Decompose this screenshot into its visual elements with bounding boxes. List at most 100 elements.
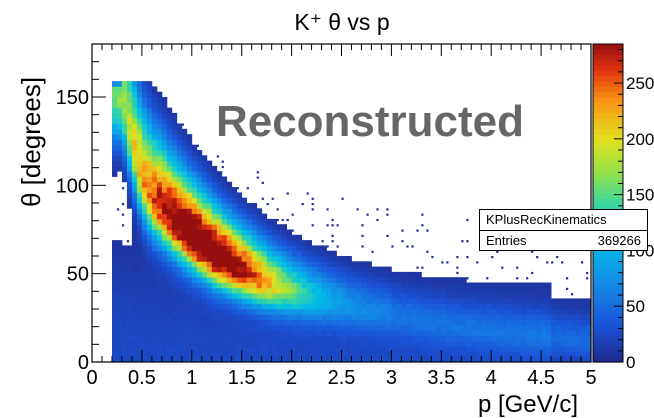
- heatmap-cell: [476, 346, 482, 352]
- heatmap-cell: [221, 181, 228, 188]
- heatmap-cell: [261, 229, 268, 236]
- heatmap-cell: [186, 181, 193, 188]
- heatmap-cell: [161, 293, 168, 299]
- heatmap-cell: [191, 287, 198, 294]
- heatmap-cell: [386, 346, 392, 352]
- heatmap-cell: [126, 91, 133, 98]
- heatmap-cell: [321, 282, 327, 289]
- colorbar-tick-label: 50: [626, 297, 645, 316]
- heatmap-cell: [241, 309, 248, 315]
- heatmap-cell: [256, 346, 263, 352]
- heatmap-cell: [201, 176, 208, 183]
- heatmap-cell: [136, 356, 143, 363]
- heatmap-cell: [191, 346, 198, 352]
- heatmap-cell: [401, 340, 407, 347]
- heatmap-cell: [131, 271, 138, 278]
- heatmap-cell: [491, 351, 497, 358]
- heatmap-cell: [536, 298, 542, 305]
- heatmap-cell: [566, 309, 572, 315]
- heatmap-cell: [206, 181, 213, 188]
- heatmap-cell: [551, 314, 557, 320]
- heatmap-cell: [156, 250, 163, 257]
- heatmap-cell: [341, 346, 347, 352]
- heatmap-cell: [496, 250, 499, 253]
- heatmap-cell: [461, 287, 467, 294]
- heatmap-cell: [366, 346, 372, 352]
- heatmap-cell: [117, 287, 123, 294]
- heatmap-cell: [341, 197, 344, 200]
- heatmap-cell: [536, 324, 542, 331]
- heatmap-cell: [316, 261, 322, 267]
- heatmap-cell: [376, 287, 382, 294]
- heatmap-cell: [151, 112, 158, 119]
- heatmap-cell: [206, 176, 213, 183]
- heatmap-cell: [186, 319, 193, 326]
- heatmap-cell: [496, 287, 502, 294]
- heatmap-cell: [112, 144, 118, 151]
- heatmap-cell: [221, 229, 228, 236]
- heatmap-cell: [266, 351, 272, 358]
- heatmap-cell: [446, 261, 449, 264]
- heatmap-cell: [326, 346, 332, 352]
- heatmap-cell: [161, 309, 168, 315]
- heatmap-cell: [141, 240, 148, 246]
- heatmap-cell: [436, 287, 442, 294]
- heatmap-cell: [146, 309, 153, 315]
- heatmap-cell: [316, 256, 322, 262]
- heatmap-cell: [241, 197, 248, 204]
- heatmap-cell: [146, 282, 153, 289]
- heatmap-cell: [121, 118, 128, 124]
- heatmap-cell: [161, 256, 168, 262]
- heatmap-cell: [251, 218, 258, 225]
- x-tick-label: 0: [86, 367, 97, 389]
- heatmap-cell: [181, 165, 188, 172]
- heatmap-cell: [356, 335, 362, 342]
- colorbar-segment: [593, 112, 623, 119]
- heatmap-cell: [126, 271, 133, 278]
- heatmap-cell: [546, 287, 552, 294]
- heatmap-cell: [321, 266, 327, 273]
- heatmap-cell: [526, 298, 532, 305]
- heatmap-cell: [241, 346, 248, 352]
- heatmap-cell: [236, 309, 243, 315]
- heatmap-cell: [376, 309, 382, 315]
- heatmap-cell: [191, 298, 198, 305]
- heatmap-cell: [586, 356, 592, 363]
- heatmap-cell: [276, 324, 282, 331]
- heatmap-cell: [112, 165, 118, 172]
- heatmap-cell: [316, 271, 322, 278]
- heatmap-cell: [121, 139, 128, 146]
- heatmap-cell: [261, 261, 268, 267]
- heatmap-cell: [206, 250, 213, 257]
- heatmap-cell: [156, 160, 163, 167]
- heatmap-cell: [311, 271, 317, 278]
- heatmap-cell: [171, 266, 178, 273]
- heatmap-cell: [131, 91, 138, 98]
- heatmap-cell: [276, 218, 279, 222]
- heatmap-cell: [441, 340, 447, 347]
- heatmap-cell: [171, 324, 178, 331]
- heatmap-cell: [176, 192, 183, 199]
- heatmap-cell: [276, 245, 282, 252]
- heatmap-cell: [451, 314, 457, 320]
- heatmap-cell: [151, 303, 158, 310]
- heatmap-cell: [416, 298, 422, 305]
- heatmap-cell: [201, 229, 208, 236]
- heatmap-cell: [406, 319, 412, 326]
- heatmap-cell: [296, 256, 302, 262]
- heatmap-cell: [251, 346, 258, 352]
- heatmap-cell: [121, 187, 125, 190]
- heatmap-cell: [126, 324, 133, 331]
- heatmap-cell: [581, 346, 587, 352]
- heatmap-cell: [221, 303, 228, 310]
- heatmap-cell: [166, 165, 173, 172]
- heatmap-cell: [146, 171, 153, 177]
- heatmap-cell: [211, 356, 218, 363]
- heatmap-cell: [156, 150, 163, 156]
- heatmap-cell: [221, 293, 228, 299]
- heatmap-cell: [361, 303, 367, 310]
- heatmap-cell: [176, 271, 183, 278]
- heatmap-cell: [126, 97, 133, 103]
- heatmap-cell: [346, 314, 352, 320]
- heatmap-cell: [406, 330, 412, 336]
